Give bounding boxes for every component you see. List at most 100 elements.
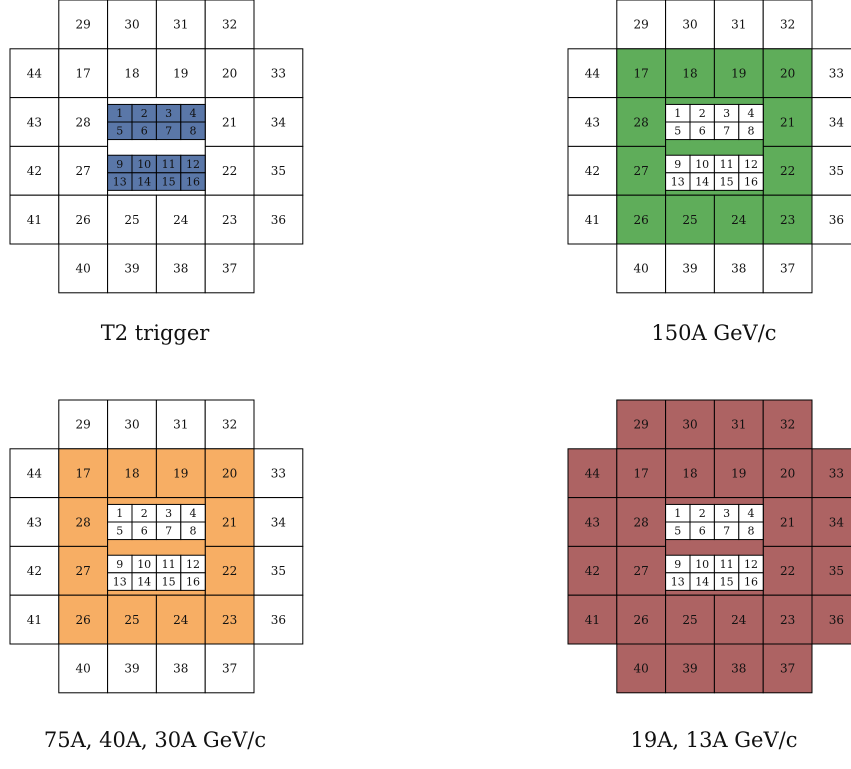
inner-cell-12-label: 12 — [744, 158, 758, 171]
module-25-label: 25 — [682, 613, 697, 627]
inner-cell-6-label: 6 — [699, 125, 706, 138]
inner-cell-13-label: 13 — [671, 176, 685, 189]
module-21 — [204, 97, 255, 147]
module-23 — [762, 594, 813, 645]
module-33 — [811, 448, 851, 499]
inner-cell-11-label: 11 — [162, 158, 176, 171]
module-19-label: 19 — [173, 67, 188, 81]
module-30 — [107, 0, 157, 50]
module-39 — [665, 243, 715, 294]
module-37-label: 37 — [222, 262, 237, 276]
inner-cell-7-label: 7 — [165, 525, 172, 538]
inner-cell-7-label: 7 — [723, 525, 730, 538]
module-39 — [665, 643, 715, 694]
module-33-label: 33 — [829, 67, 844, 81]
module-35 — [811, 545, 851, 596]
module-42 — [9, 545, 60, 596]
module-28-label: 28 — [634, 115, 649, 129]
module-32 — [762, 399, 813, 450]
module-43 — [9, 97, 60, 147]
inner-cell-1-label: 1 — [674, 107, 681, 120]
module-43-label: 43 — [27, 515, 42, 529]
module-33 — [811, 48, 851, 99]
inner-cell-8 — [180, 521, 206, 541]
module-34 — [811, 97, 851, 147]
module-28-label: 28 — [76, 115, 91, 129]
inner-cell-15-label: 15 — [720, 576, 734, 589]
inner-cell-9-label: 9 — [674, 158, 681, 171]
inner-cell-3-label: 3 — [723, 107, 730, 120]
inner-cell-7-label: 7 — [165, 125, 172, 138]
module-38 — [155, 243, 206, 294]
module-37 — [762, 243, 813, 294]
module-37 — [204, 643, 255, 694]
inner-cell-16-label: 16 — [186, 576, 200, 589]
inner-cell-2-label: 2 — [141, 107, 148, 120]
module-38-label: 38 — [173, 262, 188, 276]
module-17-label: 17 — [634, 467, 649, 481]
module-38-label: 38 — [173, 662, 188, 676]
module-23 — [204, 194, 255, 245]
module-24 — [155, 594, 206, 645]
module-29 — [58, 399, 109, 450]
module-36 — [253, 594, 304, 645]
module-27 — [58, 145, 109, 196]
panel-caption-4: 19A, 13A GeV/c — [630, 728, 797, 752]
module-29 — [616, 399, 667, 450]
module-44-label: 44 — [27, 467, 43, 481]
module-35 — [253, 145, 304, 196]
module-23-label: 23 — [222, 213, 237, 227]
module-34-label: 34 — [829, 515, 845, 529]
module-36 — [811, 594, 851, 645]
inner-cell-10-label: 10 — [695, 558, 709, 571]
module-43-label: 43 — [585, 115, 600, 129]
module-43 — [567, 97, 618, 147]
inner-cell-8-label: 8 — [748, 125, 755, 138]
inner-cell-15-label: 15 — [162, 176, 176, 189]
module-20-label: 20 — [780, 67, 795, 81]
inner-cell-8-label: 8 — [190, 125, 197, 138]
module-23-label: 23 — [780, 213, 795, 227]
inner-cell-4-label: 4 — [748, 107, 755, 120]
inner-cell-2-label: 2 — [699, 507, 706, 520]
module-32 — [204, 0, 255, 50]
module-24-label: 24 — [731, 613, 747, 627]
module-23-label: 23 — [222, 613, 237, 627]
module-41-label: 41 — [585, 613, 600, 627]
module-35 — [253, 545, 304, 596]
module-32-label: 32 — [780, 418, 795, 432]
panel-caption-3: 75A, 40A, 30A GeV/c — [44, 728, 266, 752]
module-17-label: 17 — [76, 467, 91, 481]
module-40-label: 40 — [76, 262, 91, 276]
module-36-label: 36 — [271, 613, 286, 627]
module-25-label: 25 — [682, 213, 697, 227]
module-26-label: 26 — [634, 213, 649, 227]
module-28 — [616, 97, 667, 147]
module-22-label: 22 — [780, 164, 795, 178]
inner-cell-8-label: 8 — [748, 525, 755, 538]
inner-cell-3-label: 3 — [165, 107, 172, 120]
inner-cell-15-label: 15 — [162, 576, 176, 589]
module-29-label: 29 — [634, 418, 649, 432]
module-20 — [762, 48, 813, 99]
module-31-label: 31 — [173, 18, 188, 32]
module-39 — [107, 243, 157, 294]
module-31 — [155, 0, 206, 50]
module-19-label: 19 — [173, 467, 188, 481]
module-19-label: 19 — [731, 67, 746, 81]
inner-cell-10-label: 10 — [695, 158, 709, 171]
inner-cell-12-label: 12 — [186, 158, 200, 171]
module-29 — [58, 0, 109, 50]
module-29 — [616, 0, 667, 50]
inner-cell-5-label: 5 — [674, 125, 681, 138]
module-30-label: 30 — [682, 18, 697, 32]
module-44-label: 44 — [585, 67, 601, 81]
module-27 — [58, 545, 109, 596]
inner-cell-11-label: 11 — [720, 158, 734, 171]
module-38-label: 38 — [731, 262, 746, 276]
module-37 — [762, 643, 813, 694]
inner-cell-9-label: 9 — [116, 558, 123, 571]
inner-cell-16 — [180, 572, 206, 591]
inner-cell-8 — [738, 521, 764, 541]
